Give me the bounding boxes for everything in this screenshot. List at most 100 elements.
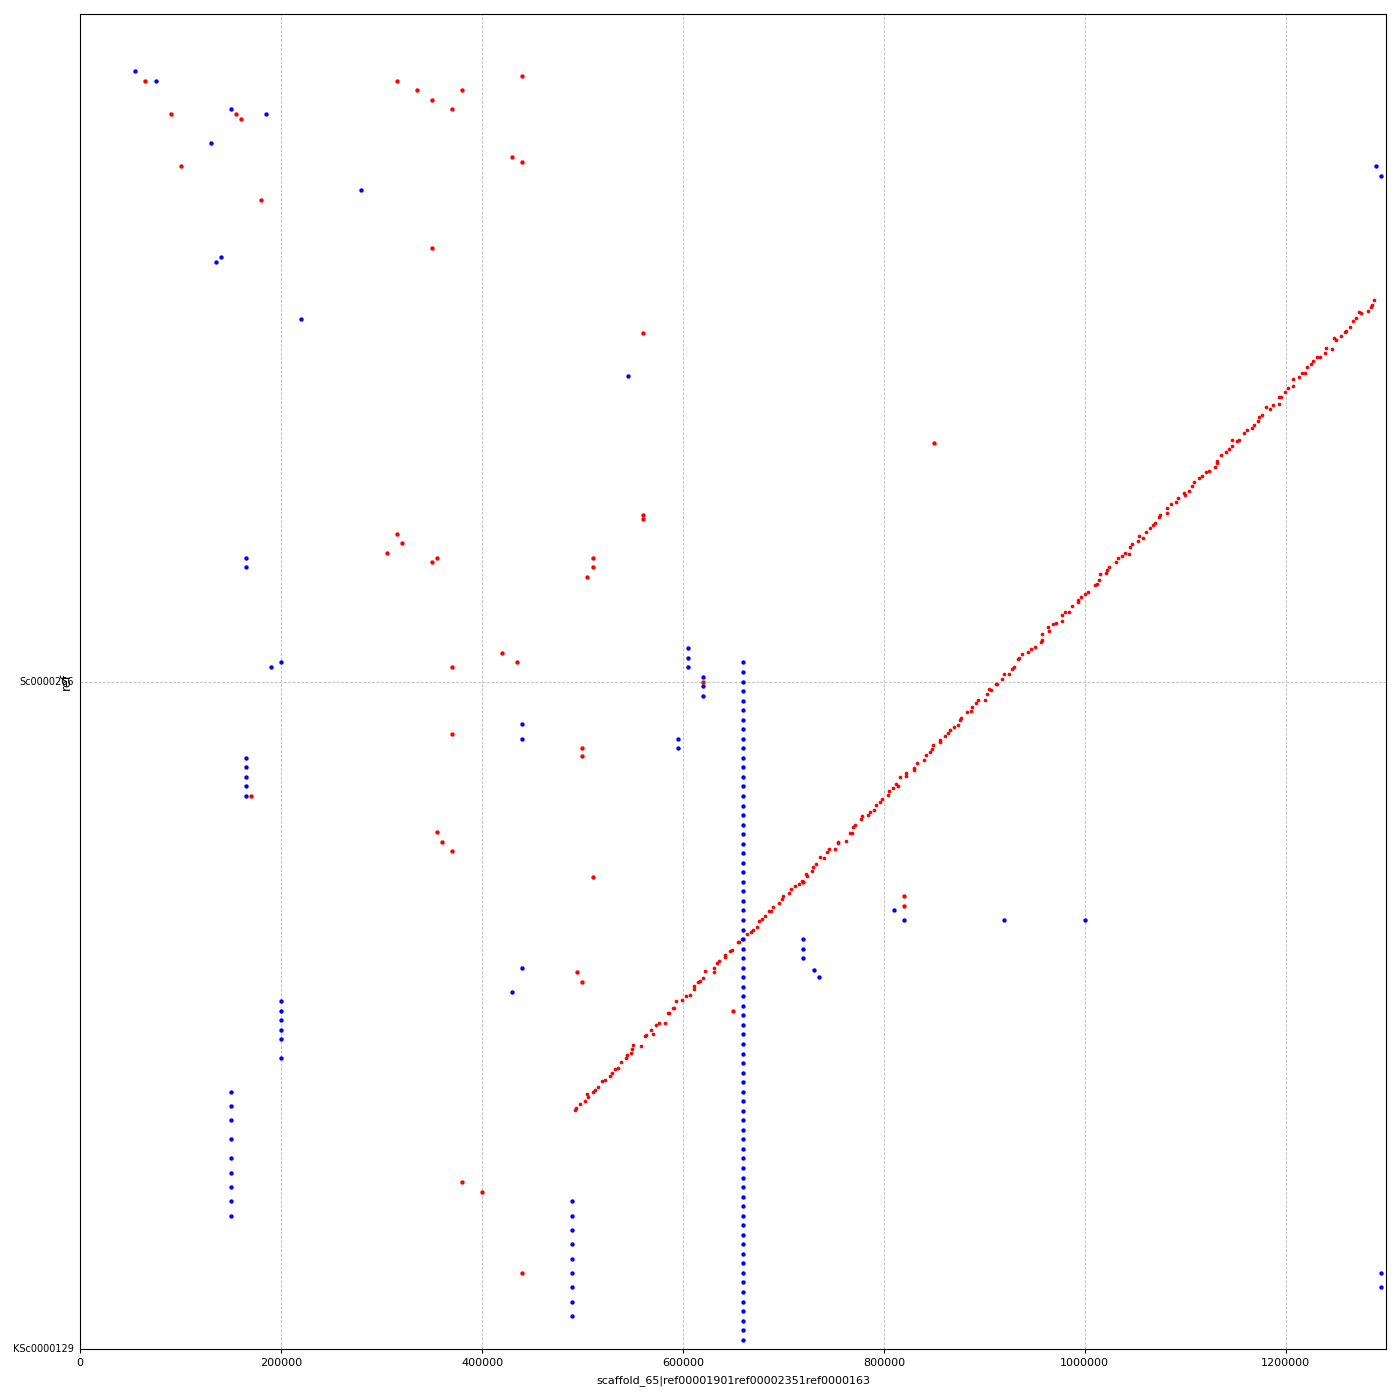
Point <box>654 1011 676 1033</box>
Point <box>683 974 706 997</box>
Point <box>1070 585 1092 608</box>
Point <box>441 98 463 120</box>
Point <box>732 1291 755 1313</box>
Point <box>732 841 755 864</box>
Point <box>1030 623 1053 645</box>
Point <box>703 960 725 983</box>
Point <box>1362 288 1385 311</box>
Point <box>850 808 872 830</box>
Point <box>220 1162 242 1184</box>
Point <box>1207 449 1229 472</box>
Point <box>871 788 893 811</box>
Point <box>748 910 770 932</box>
Point <box>235 556 258 578</box>
Point <box>792 928 815 951</box>
Point <box>732 1023 755 1046</box>
Point <box>561 1219 584 1242</box>
Point <box>732 946 755 969</box>
Point <box>634 1025 657 1047</box>
Point <box>721 938 743 960</box>
Point <box>732 1329 755 1351</box>
Point <box>703 956 725 979</box>
Point <box>801 860 823 882</box>
Point <box>270 651 293 673</box>
Point <box>511 728 533 750</box>
Point <box>792 938 815 960</box>
Point <box>778 882 801 904</box>
Point <box>732 671 755 693</box>
Point <box>692 671 714 693</box>
Point <box>1198 459 1221 482</box>
Text: Sc0000266: Sc0000266 <box>20 676 74 686</box>
Point <box>1296 356 1319 378</box>
Point <box>732 1319 755 1341</box>
Point <box>895 766 917 788</box>
Point <box>732 994 755 1016</box>
Point <box>1204 456 1226 479</box>
Point <box>220 1109 242 1131</box>
Point <box>682 977 704 1000</box>
Point <box>784 875 806 897</box>
Point <box>732 1214 755 1236</box>
Point <box>616 365 638 388</box>
Point <box>1140 517 1162 539</box>
Point <box>1309 346 1331 368</box>
Point <box>732 1014 755 1036</box>
Point <box>769 892 791 914</box>
Point <box>1173 484 1196 507</box>
Point <box>230 108 252 130</box>
Point <box>666 728 689 750</box>
Point <box>1268 393 1291 416</box>
Point <box>840 822 862 844</box>
Point <box>622 1037 644 1060</box>
Point <box>732 728 755 750</box>
Point <box>906 752 928 774</box>
Point <box>986 673 1008 696</box>
Point <box>885 773 907 795</box>
Point <box>1107 547 1130 570</box>
Point <box>1345 307 1368 329</box>
Point <box>561 1261 584 1284</box>
Point <box>1054 601 1077 623</box>
Point <box>812 847 834 869</box>
Point <box>1180 475 1203 497</box>
Point <box>788 872 811 895</box>
Point <box>575 1082 598 1105</box>
Point <box>220 1190 242 1212</box>
Point <box>1037 619 1060 641</box>
Point <box>949 708 972 731</box>
Point <box>671 988 693 1011</box>
Point <box>1291 361 1313 384</box>
Point <box>1243 414 1266 437</box>
Point <box>1226 430 1249 452</box>
Point <box>728 931 750 953</box>
Point <box>1240 417 1263 440</box>
Point <box>732 976 755 998</box>
Point <box>918 741 941 763</box>
Point <box>928 728 951 750</box>
Point <box>1016 641 1039 664</box>
Point <box>732 1243 755 1266</box>
Point <box>1301 353 1323 375</box>
Point <box>584 1079 606 1102</box>
Y-axis label: ref: ref <box>60 673 73 690</box>
Point <box>501 980 524 1002</box>
Point <box>851 805 874 827</box>
Point <box>1156 497 1179 519</box>
Point <box>664 997 686 1019</box>
Point <box>270 1009 293 1032</box>
Point <box>1144 512 1166 535</box>
Point <box>599 1064 622 1086</box>
Point <box>561 1204 584 1226</box>
Point <box>1060 595 1082 617</box>
Point <box>878 780 900 802</box>
Point <box>420 237 442 259</box>
Point <box>732 833 755 855</box>
Point <box>1128 525 1151 547</box>
Point <box>1313 342 1336 364</box>
Point <box>144 70 167 92</box>
Point <box>1135 521 1158 543</box>
Point <box>134 70 157 92</box>
Point <box>893 909 916 931</box>
Point <box>270 1000 293 1022</box>
